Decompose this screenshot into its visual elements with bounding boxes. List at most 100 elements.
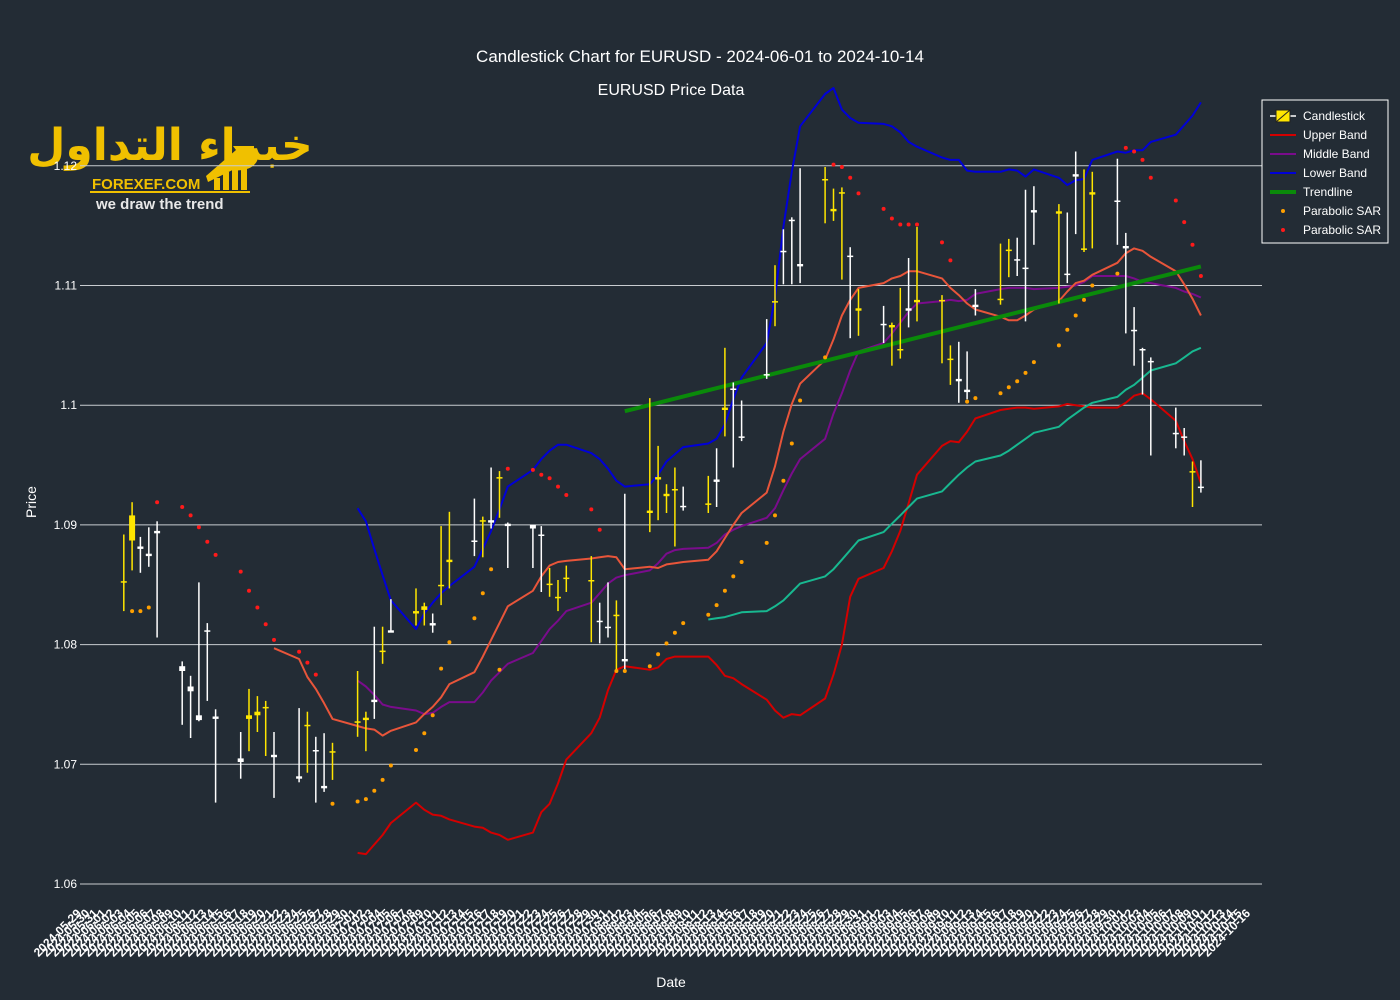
candle bbox=[955, 341, 962, 403]
candle bbox=[237, 732, 244, 779]
y-tick-label: 1.06 bbox=[54, 877, 78, 891]
candle bbox=[738, 400, 745, 442]
legend-item-trendline[interactable]: Trendline bbox=[1270, 185, 1353, 199]
sar-point bbox=[1015, 379, 1020, 384]
upper-band-line bbox=[357, 392, 1202, 856]
candle-body bbox=[1072, 174, 1079, 177]
legend-item-sar-above[interactable]: Parabolic SAR bbox=[1281, 223, 1381, 237]
candle-body bbox=[621, 659, 628, 662]
legend-item-upper-band[interactable]: Upper Band bbox=[1270, 128, 1367, 142]
candle bbox=[1122, 232, 1129, 334]
candle-body bbox=[671, 489, 678, 491]
candle bbox=[262, 700, 269, 756]
candle bbox=[354, 671, 361, 737]
candle-body bbox=[680, 505, 687, 508]
sar-point bbox=[238, 569, 243, 574]
sar-point bbox=[447, 640, 452, 645]
sar-point bbox=[1190, 242, 1195, 247]
sar-point bbox=[146, 605, 151, 610]
candle bbox=[830, 188, 837, 221]
candle bbox=[254, 696, 261, 732]
sar-point bbox=[355, 799, 360, 804]
candle-body bbox=[780, 250, 787, 253]
candle bbox=[195, 582, 202, 722]
candle bbox=[379, 626, 386, 664]
candle bbox=[154, 521, 161, 638]
candle bbox=[880, 305, 887, 343]
sar-point bbox=[614, 669, 619, 673]
candle bbox=[663, 484, 670, 513]
sar-point bbox=[672, 630, 677, 635]
sar-point bbox=[380, 777, 385, 782]
sar-point bbox=[305, 660, 310, 665]
candle bbox=[1081, 169, 1087, 252]
candle bbox=[730, 382, 737, 468]
candle bbox=[1189, 461, 1196, 507]
candle-body bbox=[262, 706, 269, 709]
candle bbox=[772, 265, 778, 327]
candle bbox=[605, 582, 611, 638]
sar-point bbox=[781, 478, 786, 483]
sar-point bbox=[798, 398, 803, 403]
sar-point bbox=[472, 616, 477, 621]
candle bbox=[680, 486, 687, 511]
sar-point bbox=[1173, 198, 1178, 203]
candle bbox=[705, 475, 712, 513]
candle-body bbox=[538, 534, 545, 536]
sar-point bbox=[589, 507, 594, 512]
sar-point bbox=[1056, 343, 1061, 348]
candle-body bbox=[555, 596, 561, 599]
sar-point bbox=[1123, 145, 1128, 150]
candle-body bbox=[588, 580, 595, 582]
candle bbox=[972, 289, 979, 316]
candle bbox=[721, 347, 728, 437]
legend-item-middle-band[interactable]: Middle Band bbox=[1270, 147, 1370, 161]
candle-body bbox=[1005, 249, 1012, 252]
candle-body bbox=[546, 583, 553, 586]
sar-point bbox=[681, 621, 686, 626]
sar-point bbox=[1198, 274, 1203, 278]
candle bbox=[888, 322, 895, 366]
candle bbox=[838, 187, 845, 280]
sar-point bbox=[656, 652, 661, 657]
candle bbox=[964, 351, 971, 400]
legend-item-candlestick[interactable]: Candlestick bbox=[1270, 109, 1366, 123]
y-axis-label: Price bbox=[23, 486, 39, 518]
candle-body bbox=[880, 323, 887, 326]
sar-point bbox=[297, 649, 302, 654]
candle-body bbox=[488, 520, 495, 523]
candle bbox=[538, 526, 545, 592]
sar-point bbox=[1031, 360, 1036, 365]
legend-box bbox=[1261, 99, 1389, 244]
sar-point bbox=[489, 567, 494, 572]
legend-label: Parabolic SAR bbox=[1303, 223, 1381, 237]
candle-body bbox=[137, 546, 144, 549]
sar-point bbox=[547, 476, 552, 481]
candle-body bbox=[797, 264, 804, 267]
candle-body bbox=[1147, 360, 1154, 363]
legend-item-lower-band[interactable]: Lower Band bbox=[1270, 166, 1367, 180]
candle bbox=[780, 229, 787, 285]
candle bbox=[488, 467, 495, 529]
sar-point bbox=[196, 525, 201, 530]
candle-body bbox=[1139, 349, 1146, 351]
candle bbox=[321, 733, 328, 792]
candle-body bbox=[321, 785, 328, 789]
sar-point bbox=[773, 513, 777, 518]
sar-point bbox=[597, 527, 602, 532]
sar-point bbox=[414, 748, 418, 752]
candle bbox=[997, 243, 1004, 305]
legend-item-sar-below[interactable]: Parabolic SAR bbox=[1281, 204, 1381, 218]
sar-point bbox=[505, 466, 510, 471]
chart-title: Candlestick Chart for EURUSD - 2024-06-0… bbox=[476, 47, 924, 66]
y-tick-label: 1.08 bbox=[54, 638, 78, 652]
candle-body bbox=[838, 192, 845, 194]
sar-point bbox=[1065, 327, 1070, 332]
parabolic-sar bbox=[130, 145, 1203, 806]
sar-point bbox=[272, 637, 276, 642]
candle-body bbox=[504, 523, 511, 527]
sar-point bbox=[906, 222, 911, 227]
candle-body bbox=[179, 666, 186, 671]
sar-point bbox=[138, 609, 143, 614]
candle bbox=[212, 709, 219, 803]
